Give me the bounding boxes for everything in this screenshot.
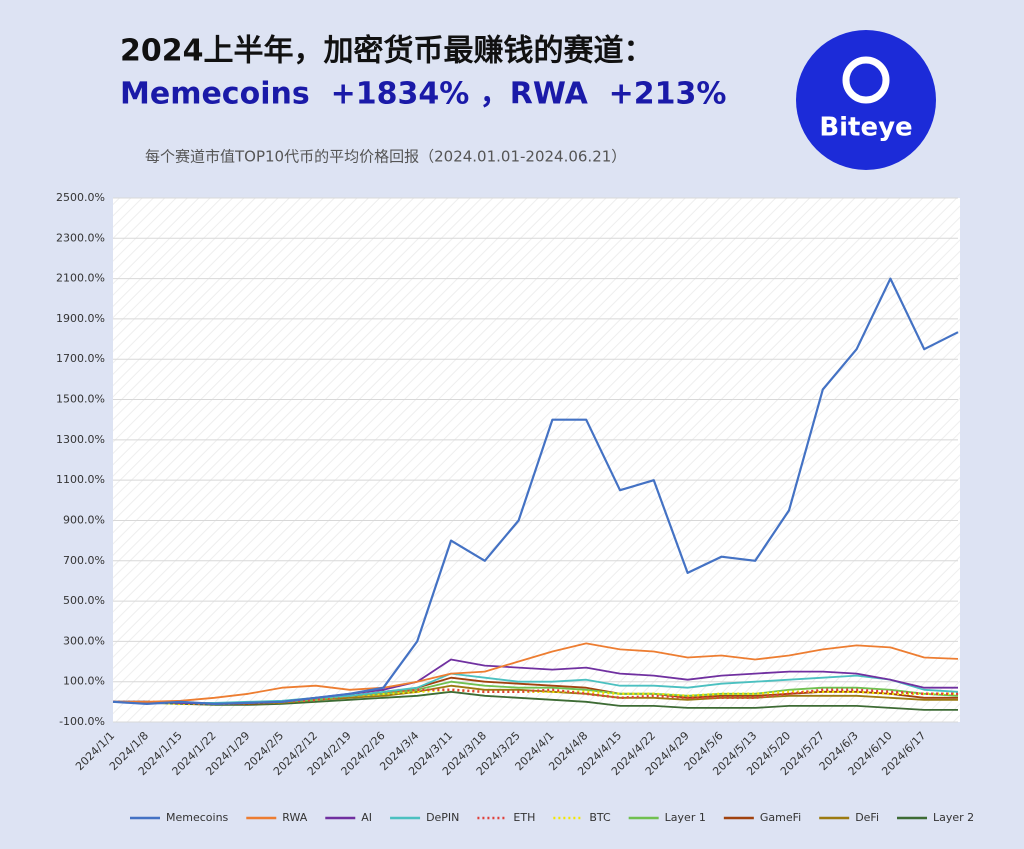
- y-tick-label: 2100.0%: [56, 272, 105, 285]
- y-tick-label: 1300.0%: [56, 433, 105, 446]
- chart-note: 每个赛道市值TOP10代币的平均价格回报（2024.01.01-2024.06.…: [145, 148, 626, 166]
- legend-label: DeFi: [855, 811, 879, 824]
- legend-label: Memecoins: [166, 811, 229, 824]
- y-tick-label: 100.0%: [63, 675, 105, 688]
- chart-title: 2024上半年，加密货币最赚钱的赛道：: [120, 34, 654, 69]
- legend-label: GameFi: [760, 811, 801, 824]
- series-line: [112, 277, 959, 705]
- y-tick-label: 500.0%: [63, 594, 105, 607]
- chart-subtitle: Memecoins +1834% ，RWA +213%: [120, 77, 727, 112]
- y-tick-label: -100.0%: [59, 715, 105, 728]
- series-line: [113, 642, 959, 703]
- logo: Biteye: [796, 30, 936, 170]
- y-tick-label: 2500.0%: [56, 191, 105, 204]
- y-tick-label: 1100.0%: [56, 473, 105, 486]
- y-tick-label: 900.0%: [63, 513, 105, 526]
- logo-icon: [842, 56, 890, 104]
- y-tick-label: 300.0%: [63, 634, 105, 647]
- y-tick-label: 1900.0%: [56, 312, 105, 325]
- legend-label: Layer 1: [665, 811, 706, 824]
- plot-area: [113, 198, 960, 722]
- logo-text: Biteye: [819, 113, 912, 143]
- legend-label: DePIN: [426, 811, 459, 824]
- legend-label: RWA: [282, 811, 307, 824]
- legend-label: Layer 2: [933, 811, 974, 824]
- y-tick-label: 1700.0%: [56, 352, 105, 365]
- legend-label: ETH: [513, 811, 535, 824]
- legend-label: BTC: [589, 811, 611, 824]
- y-tick-label: 2300.0%: [56, 231, 105, 244]
- series-line: [112, 690, 958, 711]
- y-tick-label: 700.0%: [63, 554, 105, 567]
- legend-label: AI: [361, 811, 372, 824]
- y-tick-label: 1500.0%: [56, 393, 105, 406]
